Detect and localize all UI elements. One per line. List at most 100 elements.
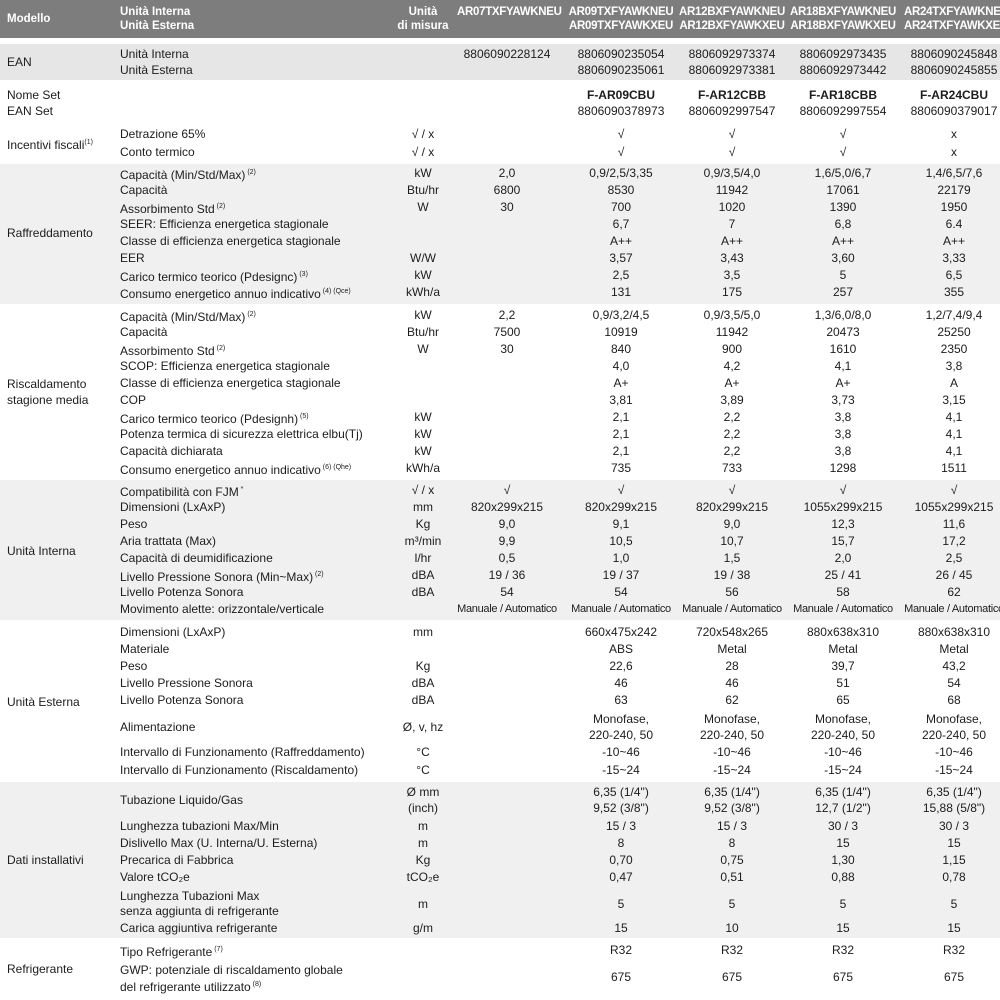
unita-interna-row-1-value-3: 1055x299x215: [803, 500, 883, 514]
unita-interna-row-5-unit: dBA: [411, 568, 435, 582]
unita-esterna-row-1-value-3: Metal: [828, 642, 858, 656]
unita-esterna-row-3-value-2: 46: [725, 676, 739, 690]
set-section: Nome Set EAN Set F-AR09CBU 8806090378973…: [0, 84, 1000, 122]
tubazione-unit-1: Ø mm: [406, 785, 440, 799]
incentivi-row-0-value-3: √: [839, 127, 847, 141]
unita-interna-row-2-unit: Kg: [415, 517, 431, 531]
riscaldamento-section: Riscaldamento stagione media Capacità (M…: [0, 306, 1000, 478]
dati-installativi-row-3-value-4: 0,78: [942, 870, 966, 884]
riscaldamento-row-2-value-2: 900: [721, 342, 743, 356]
unita-esterna-row-3-value-3: 51: [836, 676, 850, 690]
raffreddamento-row-5-unit: W/W: [410, 251, 436, 265]
unita-interna-row-6-value-1: 54: [614, 585, 628, 599]
riscaldamento-row-9-value-3: 1298: [829, 461, 857, 475]
tipo-refrigerante-value-3: R32: [831, 943, 854, 957]
unita-esterna-range-0-unit: °C: [416, 745, 430, 759]
raffreddamento-row-5-value-4: 3,33: [942, 251, 966, 265]
unita-interna-row-4-value-0: 0,5: [498, 551, 516, 565]
dati-installativi-row-1-value-2: 8: [728, 836, 736, 850]
riscaldamento-row-0-value-2: 0,9/3,5/5,0: [703, 308, 761, 322]
raffreddamento-row-2-value-2: 1020: [718, 200, 746, 214]
unita-interna-row-0-value-0: √: [503, 483, 511, 497]
unita-interna-row-0-value-3: √: [839, 483, 847, 497]
riscaldamento-row-2-value-1: 840: [610, 342, 632, 356]
carica-unit: g/m: [412, 921, 433, 935]
table-header: Modello Unità Interna Unità Esterna Unit…: [0, 0, 1000, 38]
dati-installativi-row-2-label: Precarica di Fabbrica: [120, 853, 234, 867]
unita-esterna-range-0-value-2: -10~46: [713, 745, 751, 759]
unita-esterna-row-2-value-1: 22,6: [609, 659, 633, 673]
raffreddamento-row-6-value-4: 6,5: [945, 268, 963, 282]
model-outdoor-2: AR12BXFYAWKXEU: [679, 20, 785, 32]
model-outdoor-3: AR18BXFYAWKXEU: [790, 20, 896, 32]
riscaldamento-row-6-value-1: 2,1: [612, 410, 630, 424]
unita-interna-row-5-value-1: 19 / 37: [602, 568, 640, 582]
riscaldamento-row-8-value-4: 4,1: [945, 444, 963, 458]
lunghezza-value-2: 5: [728, 897, 736, 911]
dati-installativi-row-2-value-3: 1,30: [831, 853, 855, 867]
unita-interna-row-3-value-0: 9,9: [498, 534, 516, 548]
riscaldamento-row-1-value-1: 10919: [604, 325, 638, 339]
raffreddamento-row-2-value-0: 30: [500, 200, 514, 214]
alimentazione-unit: Ø, v, hz: [402, 720, 444, 734]
dati-installativi-row-1-value-3: 15: [836, 836, 850, 850]
incentivi-row-1-value-1: √: [617, 145, 625, 159]
unita-interna-row-5-value-3: 25 / 41: [824, 568, 862, 582]
ean-outdoor-3: 8806092973442: [799, 63, 887, 77]
gwp-label-2: del refrigerante utilizzato (8): [120, 980, 262, 994]
unita-esterna-row-0-unit: mm: [413, 625, 433, 639]
riscaldamento-row-4-label: Classe di efficienza energetica stagiona…: [120, 376, 341, 390]
unita-interna-row-0-value-1: √: [617, 483, 625, 497]
riscaldamento-row-5-value-1: 3,81: [609, 393, 633, 407]
unita-esterna-row-4-value-1: 63: [614, 693, 628, 707]
tubazione-line1-4: 6,35 (1/4"): [926, 785, 982, 799]
raffreddamento-row-3-value-1: 6,7: [612, 217, 630, 231]
unita-interna-row-3-value-1: 10,5: [609, 534, 633, 548]
ean-indoor-2: 8806092973374: [688, 47, 776, 61]
raffreddamento-row-3-value-4: 6.4: [945, 217, 963, 231]
model-indoor-2: AR12BXFYAWKNEU: [679, 6, 785, 18]
dati-installativi-label: Dati installativi: [7, 853, 84, 867]
header-unit-2: di misura: [397, 20, 449, 32]
raffreddamento-row-7-label: Consumo energetico annuo indicativo (4) …: [120, 287, 351, 301]
carica-label: Carica aggiuntiva refrigerante: [120, 921, 278, 935]
dati-installativi-row-2-value-1: 0,70: [609, 853, 633, 867]
raffreddamento-row-0-value-0: 2,0: [498, 166, 516, 180]
unita-interna-row-5-value-0: 19 / 36: [488, 568, 526, 582]
riscaldamento-row-3-value-3: 4,1: [834, 359, 852, 373]
riscaldamento-row-0-value-0: 2,2: [498, 308, 516, 322]
unita-interna-row-5-label: Livello Pressione Sonora (Min~Max) (2): [120, 570, 324, 584]
tubazione-line2-1: 9,52 (3/8"): [593, 801, 649, 815]
raffreddamento-row-4-value-3: A++: [831, 234, 855, 248]
unita-interna-row-1-value-0: 820x299x215: [470, 500, 544, 514]
riscaldamento-row-9-value-1: 735: [610, 461, 632, 475]
raffreddamento-row-4-value-1: A++: [609, 234, 633, 248]
raffreddamento-row-0-value-4: 1,4/6,5/7,6: [925, 166, 983, 180]
unita-esterna-row-2-label: Peso: [120, 659, 148, 673]
raffreddamento-row-7-value-1: 131: [610, 285, 632, 299]
refrigerante-section: Refrigerante Tipo Refrigerante (7) R32 R32…: [0, 940, 1000, 998]
unita-interna-row-3-value-2: 10,7: [720, 534, 744, 548]
unita-esterna-row-4-value-2: 62: [725, 693, 739, 707]
carica-value-3: 15: [836, 921, 850, 935]
ean-indoor-label: Unità Interna: [120, 47, 189, 61]
dati-installativi-section: Dati installativi Tubazione Liquido/Gas Ø…: [0, 782, 1000, 938]
riscaldamento-row-8-unit: kW: [414, 444, 432, 458]
dati-installativi-row-1-unit: m: [418, 836, 428, 850]
raffreddamento-row-5-value-1: 3,57: [609, 251, 633, 265]
raffreddamento-row-1-value-3: 17061: [826, 183, 860, 197]
unita-esterna-label: Unità Esterna: [7, 695, 80, 709]
riscaldamento-row-0-label: Capacità (Min/Std/Max) (2): [120, 310, 256, 324]
tubazione-line1-2: 6,35 (1/4"): [704, 785, 760, 799]
riscaldamento-row-1-value-2: 11942: [715, 325, 749, 339]
unita-esterna-range-1-label: Intervallo di Funzionamento (Riscaldamen…: [120, 763, 359, 777]
unita-interna-row-7-value-3: Manuale / Automatico: [793, 603, 893, 615]
unita-esterna-row-2-unit: Kg: [415, 659, 431, 673]
dati-installativi-row-2-value-2: 0,75: [720, 853, 744, 867]
riscaldamento-row-6-value-2: 2,2: [723, 410, 741, 424]
incentivi-row-1-value-3: √: [839, 145, 847, 159]
unita-interna-row-2-value-1: 9,1: [612, 517, 630, 531]
unita-interna-row-3-value-3: 15,7: [831, 534, 855, 548]
riscaldamento-row-0-value-1: 0,9/3,2/4,5: [592, 308, 650, 322]
riscaldamento-row-5-value-4: 3,15: [942, 393, 966, 407]
